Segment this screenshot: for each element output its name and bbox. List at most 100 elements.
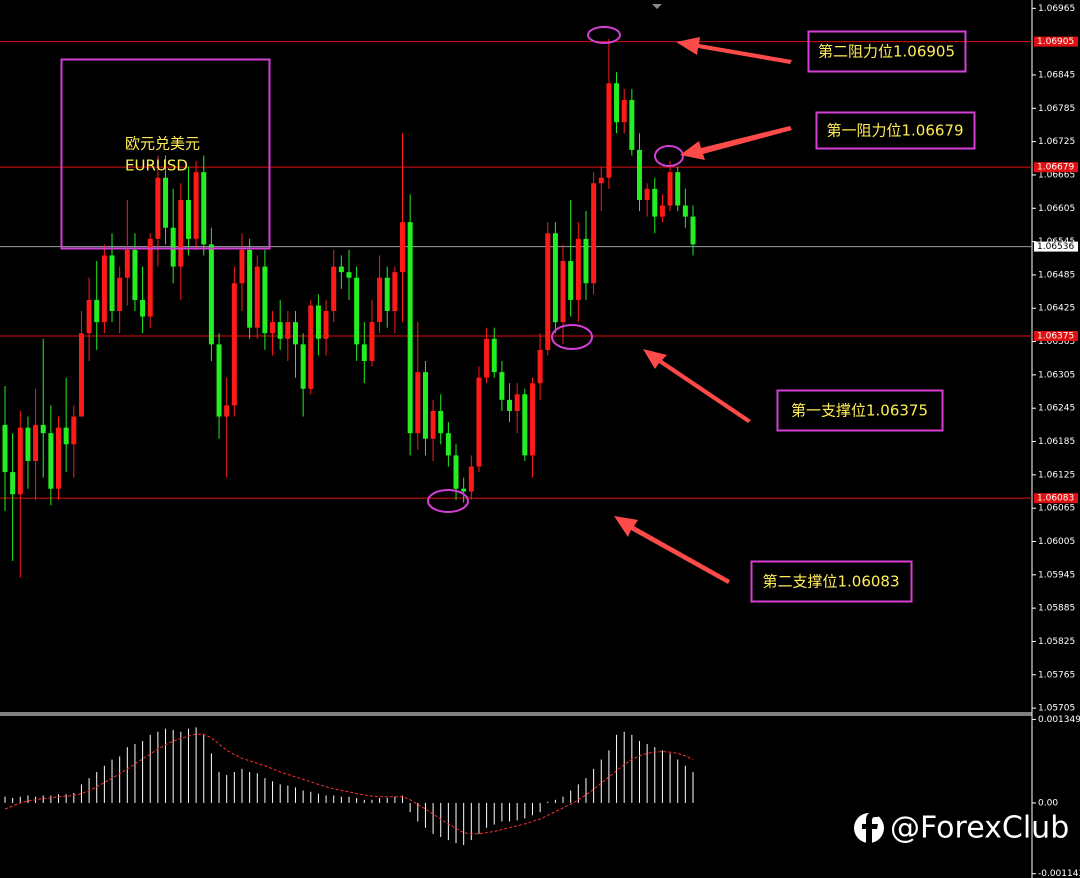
candle-body [239,249,245,284]
price-label: 1.06679 [1037,163,1074,173]
candle-body [552,233,558,323]
candle-body [78,333,84,417]
highlight-circle [587,26,621,44]
annotation-box [815,111,976,150]
y-tick-label: 1.06365 [1038,337,1075,347]
marks: 1.069651.068451.067851.067251.066651.066… [0,4,1080,878]
candle-body [354,277,360,345]
candle-body [247,249,253,328]
candle-body [40,424,46,434]
candle-body [407,222,413,434]
arrow [643,349,751,423]
candle-body [292,322,298,345]
y-tick-label: 1.06605 [1038,204,1075,214]
overlay: 欧元兑美元 EURUSD @ForexClub 1.06905 1.06679 1.… [60,26,1078,846]
candle-body [285,322,291,339]
candle-body [163,177,169,228]
candle-body [185,199,191,239]
candle-body [445,433,451,456]
price-label: 1.06536 [1037,242,1074,252]
title-box [60,58,271,250]
candle-body [675,172,681,206]
candle-body [591,183,597,284]
watermark-text: @ForexClub [890,811,1069,846]
candle-body [132,249,138,300]
candle-body [33,424,39,461]
y-tick-label: 1.06125 [1038,470,1075,480]
arrows [614,37,792,584]
candle-body [254,266,260,328]
candle-body [682,205,688,217]
candle-body [461,488,467,492]
y-tick-label: 1.06485 [1038,270,1075,280]
y-tick-label: 0.00 [1038,798,1058,808]
candle-body [514,394,520,411]
price-label-box [1034,162,1078,173]
candle-body [621,99,627,123]
candle-body [522,394,528,456]
chart-subtitle: EURUSD [125,157,188,175]
candle-body [583,238,589,284]
candle-body [193,172,199,239]
price-label: 1.06905 [1037,37,1074,47]
highlight-circle [427,489,469,513]
arrow [676,37,792,64]
candle-body [17,427,23,495]
candle-body [468,466,474,492]
highlight-circle [551,324,593,350]
annotation: 第一阻力位1.06679 [826,122,963,140]
candle-body [568,261,574,300]
price-label: 1.06083 [1037,494,1074,504]
candle-body [48,433,54,489]
y-tick-label: 1.06185 [1038,437,1075,447]
candle-body [140,299,146,317]
chart-title: 欧元兑美元 [125,135,200,153]
candle-body [338,266,344,273]
frame [0,0,1033,878]
candle-body [101,255,107,323]
candle-body [155,177,161,239]
highlight-circle [654,145,684,167]
arrow [614,516,730,584]
candle-body [614,83,620,123]
y-tick-label: 1.06065 [1038,504,1075,514]
candle-body [25,427,31,461]
y-tick-label: 1.05705 [1038,704,1075,714]
candle-body [346,272,352,278]
candle-body [377,277,383,323]
candle-body [270,322,276,334]
y-tick-label: 1.06245 [1038,404,1075,414]
y-tick-label: -0.001143 [1038,869,1080,878]
y-tick-label: 1.06785 [1038,104,1075,114]
candle-body [636,149,642,200]
price-label-box [1034,241,1078,252]
candle-body [86,299,92,334]
candle-body [606,83,612,178]
candle-body [430,410,436,439]
candle-body [629,99,635,150]
y-tick-label: 1.06845 [1038,70,1075,80]
candle-body [277,322,283,339]
watermark-icon-glyph [862,812,878,843]
candle-body [300,344,306,389]
candle-body [476,377,482,467]
candle-body [262,266,268,334]
candle-body [537,349,543,384]
price-label-box [1034,36,1078,47]
candle-body [2,424,8,473]
candle-body [201,172,207,245]
price-label-box [1034,493,1078,504]
candle-body [224,405,230,417]
y-tick-label: 1.06305 [1038,370,1075,380]
signal-line [4,733,694,835]
candle-body [331,266,337,312]
candle-body [361,344,367,361]
candle-body [56,427,62,489]
candle-body [231,283,237,406]
candle-body [109,255,115,312]
candle-body [438,410,444,434]
candle-body [507,399,513,411]
candle-body [178,199,184,267]
